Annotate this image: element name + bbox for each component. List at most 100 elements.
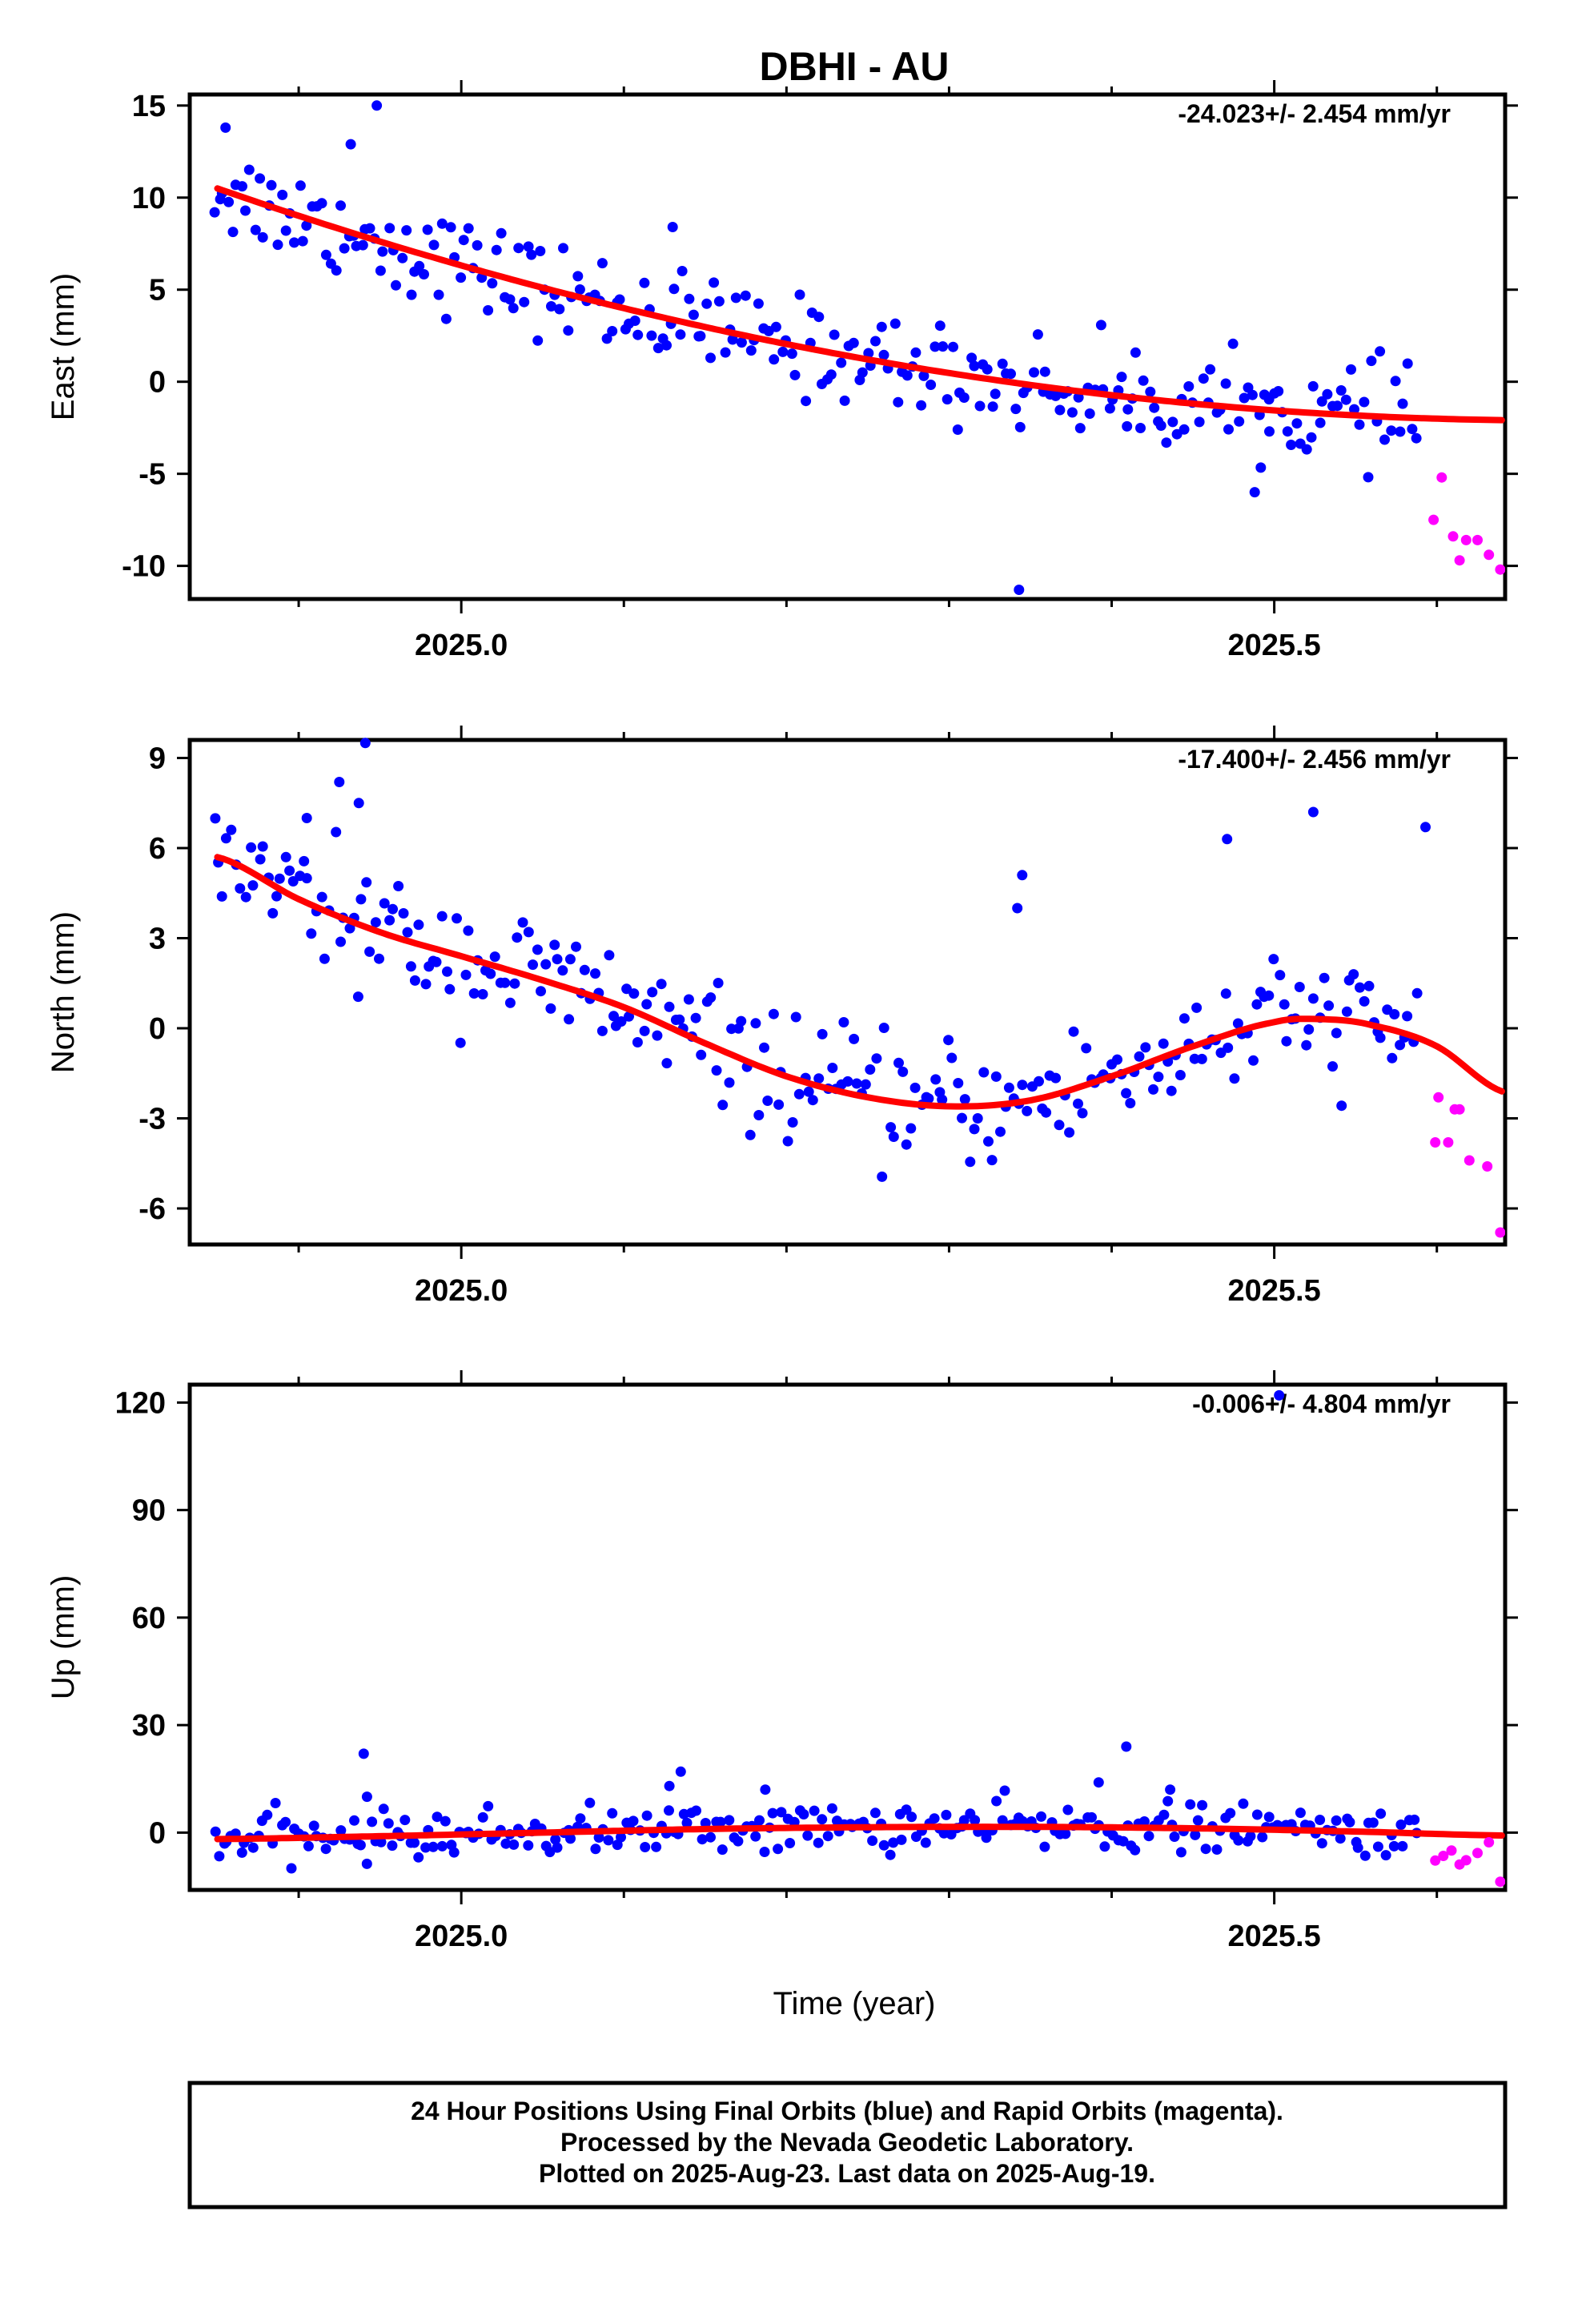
- north-final-point: [986, 1155, 998, 1166]
- north-final-point: [969, 1124, 980, 1135]
- up-final-point: [1143, 1831, 1154, 1842]
- east-final-point: [277, 189, 288, 200]
- up-final-point: [1099, 1841, 1110, 1852]
- east-final-point: [629, 316, 640, 326]
- east-final-point: [1255, 462, 1267, 473]
- up-rapid-point: [1430, 1855, 1441, 1866]
- east-final-point: [243, 164, 255, 175]
- east-final-point: [813, 312, 825, 323]
- east-final-point: [519, 296, 530, 308]
- north-final-point: [374, 953, 384, 964]
- north-final-point: [355, 894, 367, 905]
- north-final-point: [590, 968, 600, 979]
- north-final-point: [379, 898, 390, 909]
- north-final-point: [359, 738, 371, 749]
- north-final-point: [995, 1126, 1006, 1137]
- up-final-point: [958, 1815, 970, 1826]
- north-final-point: [1121, 1088, 1132, 1099]
- east-final-point: [745, 345, 757, 356]
- north-data-layer: [210, 738, 1505, 1238]
- north-ytick-label: -6: [139, 1192, 166, 1226]
- east-final-point: [487, 278, 498, 289]
- east-final-point: [829, 329, 840, 340]
- north-final-point: [1081, 1043, 1092, 1054]
- north-final-point: [807, 1095, 818, 1106]
- north-ytick-label: 0: [149, 1012, 166, 1046]
- up-xtick-label: 2025.0: [415, 1920, 508, 1953]
- up-final-point: [1397, 1840, 1408, 1852]
- up-rapid-point: [1446, 1845, 1457, 1856]
- up-final-point: [1185, 1799, 1196, 1810]
- east-final-point: [508, 303, 519, 314]
- east-final-point: [677, 266, 688, 276]
- up-final-point: [432, 1811, 443, 1823]
- north-final-point: [641, 999, 652, 1010]
- east-final-point: [532, 335, 544, 346]
- east-final-point: [1194, 416, 1205, 428]
- north-final-point: [1395, 1039, 1406, 1051]
- north-final-point: [1189, 1053, 1200, 1064]
- up-final-point: [1121, 1741, 1132, 1752]
- up-final-point: [664, 1780, 675, 1791]
- east-final-point: [414, 260, 425, 271]
- east-final-point: [801, 396, 812, 407]
- north-ytick-label: -3: [139, 1103, 166, 1136]
- east-final-point: [496, 227, 507, 239]
- up-final-point: [641, 1810, 652, 1821]
- north-final-point: [532, 944, 543, 955]
- east-final-point: [934, 320, 946, 332]
- up-panel: 0 30 60 90 120 2025.0 2025.5 Up (mm) -0.006+/- 4…: [46, 1370, 1518, 1953]
- north-final-point: [552, 954, 563, 965]
- up-final-point: [664, 1805, 674, 1816]
- north-final-point: [1387, 1052, 1398, 1063]
- east-final-point: [1073, 392, 1084, 403]
- up-final-point: [878, 1839, 889, 1851]
- east-final-point: [695, 331, 706, 342]
- north-final-point: [957, 1112, 967, 1124]
- east-final-point: [901, 370, 913, 381]
- north-final-point: [1307, 993, 1319, 1004]
- north-final-point: [579, 964, 590, 975]
- east-final-point: [777, 346, 789, 357]
- north-final-point: [1140, 1042, 1151, 1053]
- north-final-point: [1125, 1098, 1136, 1108]
- north-final-point: [528, 959, 538, 971]
- east-final-point: [918, 370, 930, 381]
- east-final-point: [1366, 356, 1377, 367]
- east-final-point: [1039, 366, 1050, 377]
- east-final-point: [1122, 420, 1133, 432]
- north-final-point: [240, 891, 251, 903]
- east-final-point: [596, 258, 608, 269]
- east-final-point: [223, 196, 235, 207]
- east-final-point: [730, 292, 741, 304]
- east-final-point: [1014, 585, 1025, 595]
- up-final-point: [1175, 1847, 1186, 1858]
- up-final-point: [1062, 1804, 1074, 1815]
- east-rapid-point: [1460, 534, 1472, 545]
- north-final-point: [247, 880, 259, 891]
- north-final-point: [509, 978, 520, 989]
- up-final-point: [387, 1840, 398, 1852]
- up-final-point: [523, 1839, 534, 1851]
- east-final-point: [1161, 437, 1172, 448]
- up-final-point: [813, 1837, 824, 1848]
- east-final-point: [639, 277, 650, 288]
- north-final-point: [1178, 1013, 1190, 1024]
- north-final-point: [711, 1065, 722, 1076]
- east-final-point: [1155, 420, 1166, 431]
- up-final-point: [1380, 1850, 1391, 1861]
- north-final-point: [1336, 1100, 1347, 1112]
- east-final-point: [371, 100, 383, 111]
- up-final-point: [1130, 1844, 1141, 1856]
- up-final-point: [448, 1847, 460, 1858]
- north-final-point: [344, 923, 355, 934]
- east-final-point: [1183, 381, 1195, 392]
- east-final-point: [952, 424, 963, 435]
- up-final-point: [616, 1831, 626, 1843]
- up-final-point: [335, 1825, 347, 1836]
- north-rate-label: -17.400+/- 2.456 mm/yr: [1178, 745, 1451, 774]
- north-final-point: [696, 1049, 707, 1060]
- east-final-point: [684, 293, 695, 304]
- up-fit-curve: [214, 1823, 1505, 1843]
- up-final-point: [1158, 1809, 1170, 1820]
